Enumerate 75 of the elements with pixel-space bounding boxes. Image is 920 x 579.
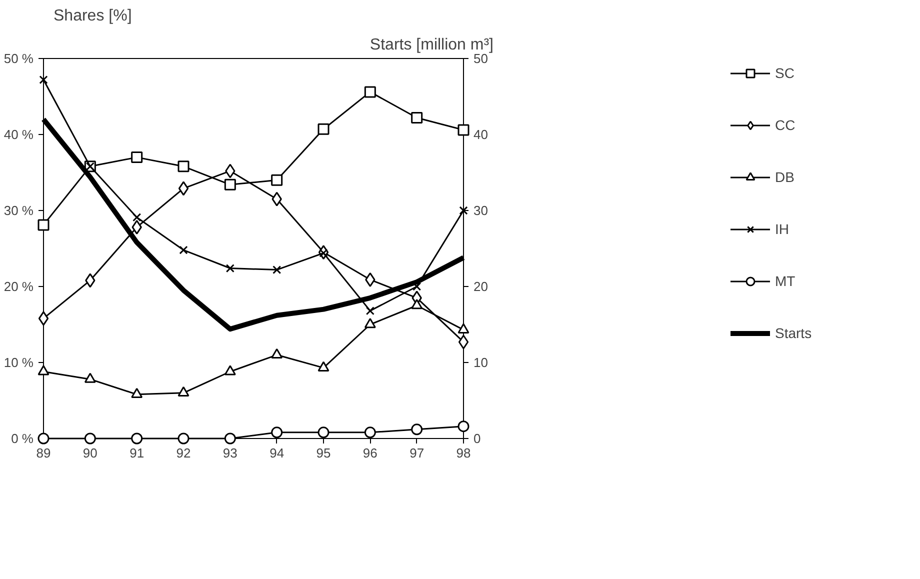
point [412,282,422,291]
x-tick-label: 89 [36,446,51,460]
point [366,306,374,316]
y2-tick-label: 40 [474,127,488,142]
point [364,426,376,438]
point [39,75,48,84]
point [458,420,470,432]
y-tick-label: 0 % [11,431,34,446]
point [85,273,96,288]
x-tick-label: 98 [456,446,471,460]
point [459,206,468,215]
point [38,432,50,444]
point [458,323,470,334]
point [38,219,50,231]
x-tick-label: 90 [82,446,98,460]
y2-tick-label: 50 [474,51,488,66]
point [178,432,190,444]
x-tick-label: 97 [410,446,424,460]
legend-label: CC [775,117,796,133]
legend-label: MT [775,273,796,289]
point [318,123,330,135]
point [271,348,283,359]
y-tick-label: 30 % [4,203,34,218]
point [318,426,330,438]
point [364,318,376,328]
y-tick-label: 40 % [4,127,34,142]
y2-axis-title: Starts [million m³] [370,36,494,54]
x-tick-label: 95 [316,446,331,460]
x-tick-label: 94 [270,446,284,460]
point [178,386,190,397]
y2-tick-label: 0 [474,431,481,446]
point [272,192,282,206]
point [318,361,330,372]
point [38,311,49,326]
point [179,246,188,254]
point [458,334,469,350]
x-tick-label: 92 [176,446,191,460]
y2-tick-label: 20 [474,279,488,294]
x-tick-label: 93 [222,446,238,460]
point [411,424,423,436]
point [131,388,143,398]
point [132,213,142,222]
point [271,426,283,438]
point [84,372,96,383]
point [224,178,236,190]
point [178,181,189,196]
point [458,124,470,136]
legend-label: IH [775,221,790,237]
point [364,86,376,98]
x-tick-label: 91 [130,446,144,460]
point [411,112,423,124]
point [131,432,143,444]
y-tick-label: 20 % [4,279,34,294]
legend-label: Starts [775,325,813,341]
y-tick-label: 50 % [4,51,34,66]
y-axis-title: Shares [%] [54,8,132,24]
point [225,164,236,178]
point [224,432,236,444]
point [131,152,143,164]
legend-label: SC [775,65,796,81]
point [411,298,423,310]
point [224,365,236,376]
y2-tick-label: 30 [474,203,488,218]
point [365,272,376,287]
point [178,160,190,172]
legend-label: DB [775,169,796,185]
x-tick-label: 96 [362,446,378,460]
point [132,220,142,234]
point [38,365,50,376]
point [272,265,282,274]
point [271,174,283,186]
y2-tick-label: 10 [474,355,488,370]
point [226,264,234,273]
point [84,432,96,444]
y-tick-label: 10 % [4,355,34,370]
